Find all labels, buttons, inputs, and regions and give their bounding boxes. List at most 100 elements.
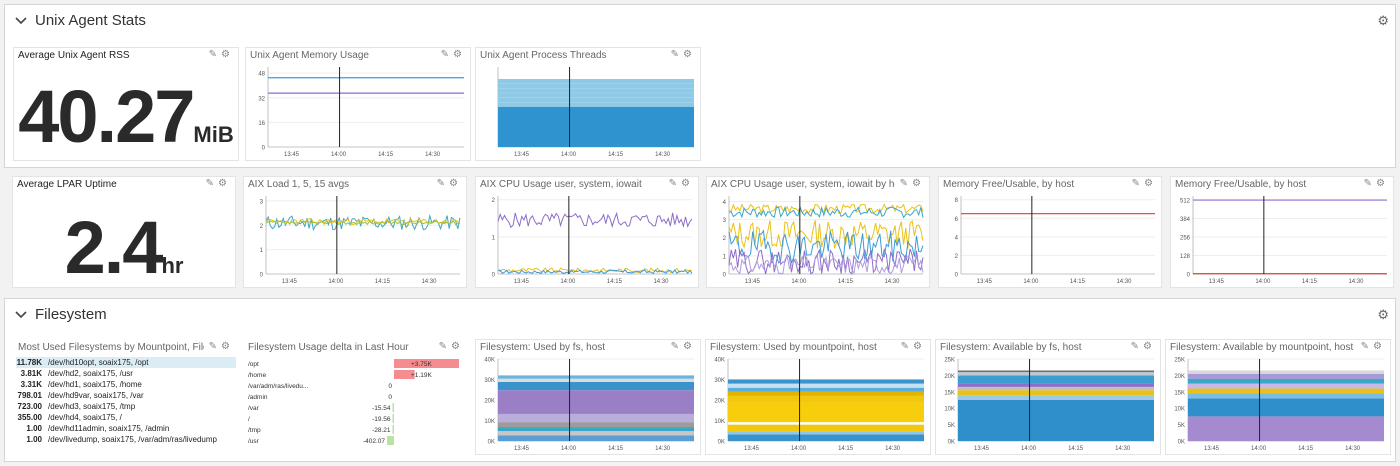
y-tick-label: 20K xyxy=(714,399,725,405)
y-tick-label: 4 xyxy=(955,235,959,241)
widget-tools[interactable]: ✎⚙ xyxy=(671,341,696,352)
chart-fs-available-by-mountpoint[interactable]: 0K 5K 10K 15K 20K 25K 13:45 14:00 14:15 14:30 xyxy=(1166,355,1390,455)
widget-tools[interactable]: ✎⚙ xyxy=(900,178,925,189)
widget-title: Filesystem: Available by mountpoint, hos… xyxy=(1170,342,1354,353)
pencil-icon[interactable]: ✎ xyxy=(1360,341,1374,352)
pencil-icon[interactable]: ✎ xyxy=(900,341,914,352)
gear-icon[interactable]: ⚙ xyxy=(1143,341,1156,352)
widget-fs-used-by-mountpoint[interactable]: Filesystem: Used by mountpoint, host ✎⚙ … xyxy=(705,339,931,455)
y-tick-label: 2 xyxy=(955,254,959,260)
gear-icon[interactable]: ⚙ xyxy=(453,49,466,60)
widget-memory-usage[interactable]: Unix Agent Memory Usage ✎⚙ 0 16 32 48 13:45 1… xyxy=(245,47,471,161)
group-header[interactable]: Filesystem ⚙ xyxy=(5,299,1395,333)
chart-aix-load[interactable]: 0 1 2 3 13:45 14:00 14:15 14:30 xyxy=(244,192,466,288)
list-item[interactable]: 3.81K/dev/hd2, soaix175, /usr xyxy=(16,368,236,379)
widget-tools[interactable]: ✎⚙ xyxy=(439,341,464,352)
x-tick-label: 14:15 xyxy=(608,446,624,452)
pencil-icon[interactable]: ✎ xyxy=(205,178,219,189)
widget-fs-available-by-mountpoint[interactable]: Filesystem: Available by mountpoint, hos… xyxy=(1165,339,1391,455)
chart-usage-delta[interactable]: /opt +3.75K/home +1.19K/var/adm/ras/livedu… xyxy=(244,355,468,455)
gear-icon[interactable]: ⚙ xyxy=(221,341,234,352)
pencil-icon[interactable]: ✎ xyxy=(436,178,450,189)
gear-icon[interactable]: ⚙ xyxy=(1373,341,1386,352)
chart-process-threads[interactable]: 13:45 14:00 14:15 14:30 xyxy=(476,63,700,161)
gear-icon[interactable]: ⚙ xyxy=(683,49,696,60)
widget-avg-rss[interactable]: Average Unix Agent RSS ✎⚙ 40.27MiB xyxy=(13,47,239,161)
pencil-icon[interactable]: ✎ xyxy=(670,49,684,60)
gear-icon[interactable]: ⚙ xyxy=(1376,178,1389,189)
gear-icon[interactable]: ⚙ xyxy=(913,341,926,352)
widget-title: Unix Agent Process Threads xyxy=(480,50,607,61)
gear-icon[interactable]: ⚙ xyxy=(683,341,696,352)
pencil-icon[interactable]: ✎ xyxy=(208,49,222,60)
chart-fs-used-by-fs[interactable]: 0K 10K 20K 30K 40K 13:45 14:00 14:15 14:30 xyxy=(476,355,700,455)
gear-icon[interactable]: ⚙ xyxy=(218,178,231,189)
area-band xyxy=(958,375,1154,384)
area-band xyxy=(498,422,694,428)
list-item[interactable]: 798.01/dev/hd9var, soaix175, /var xyxy=(16,390,236,401)
gear-icon[interactable]: ⚙ xyxy=(1377,13,1389,28)
x-tick-label: 14:15 xyxy=(608,152,624,158)
gear-icon[interactable]: ⚙ xyxy=(912,178,925,189)
widget-tools[interactable]: ✎⚙ xyxy=(206,178,231,189)
widget-tools[interactable]: ✎⚙ xyxy=(441,49,466,60)
widget-aix-load[interactable]: AIX Load 1, 5, 15 avgs ✎⚙ 0 1 2 3 13:45 14:00… xyxy=(243,176,467,288)
widget-avg-lpar-uptime[interactable]: Average LPAR Uptime ✎⚙ 2.4hr xyxy=(12,176,236,289)
list-item[interactable]: 355.00/dev/hd4, soaix175, / xyxy=(16,412,236,423)
widget-process-threads[interactable]: Unix Agent Process Threads ✎⚙ 13:45 14:00… xyxy=(475,47,701,161)
chart-memory-free-1[interactable]: 0 2 4 6 8 13:45 14:00 14:15 14:30 xyxy=(939,192,1161,288)
widget-tools[interactable]: ✎⚙ xyxy=(1361,341,1386,352)
pencil-icon[interactable]: ✎ xyxy=(438,341,452,352)
list-item[interactable]: 723.00/dev/hd3, soaix175, /tmp xyxy=(16,401,236,412)
gear-icon[interactable]: ⚙ xyxy=(451,341,464,352)
widget-tools[interactable]: ✎⚙ xyxy=(671,49,696,60)
chart-memory-usage[interactable]: 0 16 32 48 13:45 14:00 14:15 14:30 xyxy=(246,63,470,161)
pencil-icon[interactable]: ✎ xyxy=(1363,178,1377,189)
gear-icon[interactable]: ⚙ xyxy=(681,178,694,189)
group-header[interactable]: Unix Agent Stats ⚙ xyxy=(5,5,1395,39)
widget-tools[interactable]: ✎⚙ xyxy=(209,49,234,60)
gear-icon[interactable]: ⚙ xyxy=(1377,307,1389,322)
widget-tools[interactable]: ✎⚙ xyxy=(1132,178,1157,189)
chart-fs-used-by-mountpoint[interactable]: 0K 10K 20K 30K 40K 13:45 14:00 14:15 14:30 xyxy=(706,355,930,455)
series-line xyxy=(728,229,924,265)
widget-tools[interactable]: ✎⚙ xyxy=(437,178,462,189)
chevron-down-icon[interactable] xyxy=(15,15,27,27)
y-tick-label: 0 xyxy=(723,273,727,279)
y-tick-label: 2 xyxy=(260,224,264,230)
pencil-icon[interactable]: ✎ xyxy=(440,49,454,60)
widget-tools[interactable]: ✎⚙ xyxy=(669,178,694,189)
chart-fs-available-by-fs[interactable]: 0K 5K 10K 15K 20K 25K 13:45 14:00 14:15 14:30 xyxy=(936,355,1160,455)
gear-icon[interactable]: ⚙ xyxy=(449,178,462,189)
widget-fs-used-by-fs[interactable]: Filesystem: Used by fs, host ✎⚙ 0K 10K 20K… xyxy=(475,339,701,455)
widget-tools[interactable]: ✎⚙ xyxy=(901,341,926,352)
widget-tools[interactable]: ✎⚙ xyxy=(1364,178,1389,189)
list-item[interactable]: 3.31K/dev/hd1, soaix175, /home xyxy=(16,379,236,390)
chart-aix-cpu-by-host[interactable]: 0 1 2 3 4 13:45 14:00 14:15 14:30 xyxy=(707,192,929,288)
pencil-icon[interactable]: ✎ xyxy=(668,178,682,189)
chevron-down-icon[interactable] xyxy=(15,309,27,321)
widget-memory-free-2[interactable]: Memory Free/Usable, by host ✎⚙ 0 128 256 38… xyxy=(1170,176,1394,288)
x-tick-label: 14:15 xyxy=(607,279,623,285)
pencil-icon[interactable]: ✎ xyxy=(1131,178,1145,189)
pencil-icon[interactable]: ✎ xyxy=(208,341,222,352)
list-item[interactable]: 1.00/dev/hd11admin, soaix175, /admin xyxy=(16,423,236,434)
list-item[interactable]: 1.00/dev/livedump, soaix175, /var/adm/ra… xyxy=(16,434,236,445)
widget-aix-cpu-by-host[interactable]: AIX CPU Usage user, system, iowait by ho… xyxy=(706,176,930,288)
widget-tools[interactable]: ✎⚙ xyxy=(1131,341,1156,352)
chart-memory-free-2[interactable]: 0 128 256 384 512 13:45 14:00 14:15 14:30 xyxy=(1171,192,1393,288)
widget-tools[interactable]: ✎⚙ xyxy=(209,341,234,352)
pencil-icon[interactable]: ✎ xyxy=(670,341,684,352)
widget-usage-delta[interactable]: Filesystem Usage delta in Last Hour ✎⚙ /… xyxy=(243,339,469,455)
widget-memory-free-1[interactable]: Memory Free/Usable, by host ✎⚙ 0 2 4 6 8 13:4… xyxy=(938,176,1162,288)
gear-icon[interactable]: ⚙ xyxy=(221,49,234,60)
widget-aix-cpu[interactable]: AIX CPU Usage user, system, iowait ✎⚙ 0 1… xyxy=(475,176,699,288)
x-tick-label: 14:00 xyxy=(791,446,807,452)
pencil-icon[interactable]: ✎ xyxy=(899,178,913,189)
gear-icon[interactable]: ⚙ xyxy=(1144,178,1157,189)
chart-aix-cpu[interactable]: 0 1 2 13:45 14:00 14:15 14:30 xyxy=(476,192,698,288)
widget-fs-available-by-fs[interactable]: Filesystem: Available by fs, host ✎⚙ 0K 5… xyxy=(935,339,1161,455)
pencil-icon[interactable]: ✎ xyxy=(1130,341,1144,352)
list-item[interactable]: 11.78K/dev/hd10opt, soaix175, /opt xyxy=(16,357,236,368)
widget-most-used-filesystems[interactable]: Most Used Filesystems by Mountpoint, Fil… xyxy=(13,339,239,455)
